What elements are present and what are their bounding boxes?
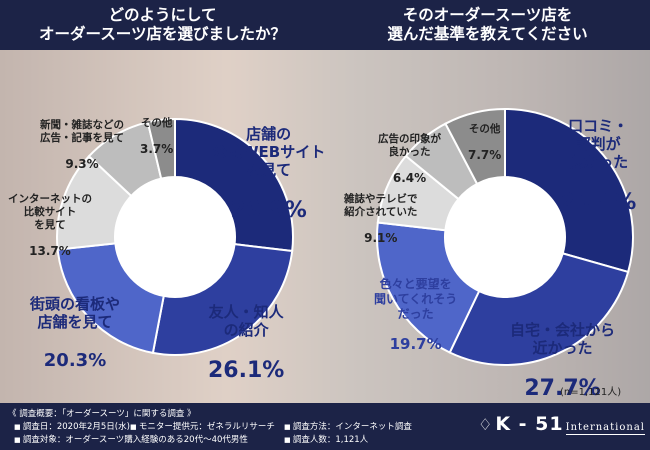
footer-provider: モニター提供元：ゼネラルリサーチ <box>130 420 275 432</box>
footer-method: 調査方法：インターネット調査 <box>284 420 412 432</box>
k51-logo: ♢ K - 51 International <box>478 413 645 435</box>
footer-target: 調査対象：オーダースーツ購入経験のある20代〜40代男性 <box>14 433 248 445</box>
left-donut-chart <box>56 117 294 356</box>
label-other-left: その他 3.7% <box>140 117 174 156</box>
survey-footer: 《 調査概要：「オーダースーツ」に関する調査 》 調査日：2020年2月5日(水… <box>0 403 650 450</box>
label-friend-referral: 友人・知人 の紹介 26.1% <box>208 303 285 383</box>
label-web-site: 店舗の 公式WEBサイト を見て 26.9% <box>212 125 326 223</box>
label-near-home-office: 自宅・会社から 近かった 27.7% <box>510 321 616 401</box>
label-word-of-mouth: 口コミ・ 評判が 良かった 29.4% <box>560 117 637 215</box>
right-donut-chart <box>376 107 634 366</box>
diamond-icon: ♢ <box>478 415 493 434</box>
label-ad-impression: 広告の印象が 良かった 6.4% <box>378 133 441 185</box>
right-question-title: そのオーダースーツ店を 選んだ基準を教えてください <box>387 6 588 43</box>
label-street-signs: 街頭の看板や 店舗を見て 20.3% <box>30 295 121 371</box>
label-magazine-tv: 雑誌やテレビで 紹介されていた 9.1% <box>344 193 418 245</box>
sample-size-note: (n=1,121人) <box>560 387 622 398</box>
label-other-right: その他 7.7% <box>468 123 502 162</box>
label-comparison-site: インターネットの 比較サイト を見て 13.7% <box>8 193 92 258</box>
header-bar <box>0 0 650 50</box>
donut-hole <box>445 177 565 297</box>
left-question-title: どのようにして オーダースーツ店を選びましたか？ <box>39 6 286 43</box>
footer-date: 調査日：2020年2月5日(水) <box>14 420 130 432</box>
donut-hole <box>115 177 235 297</box>
label-listens-to-requests: 色々と要望を 聞いてくれそう だった 19.7% <box>374 277 458 353</box>
footer-heading: 《 調査概要：「オーダースーツ」に関する調査 》 <box>8 409 196 419</box>
pie-slice <box>444 107 506 186</box>
footer-count: 調査人数：1,121人 <box>284 433 368 445</box>
label-newspaper-ads: 新聞・雑誌などの 広告・記事を見て 9.3% <box>40 119 124 171</box>
